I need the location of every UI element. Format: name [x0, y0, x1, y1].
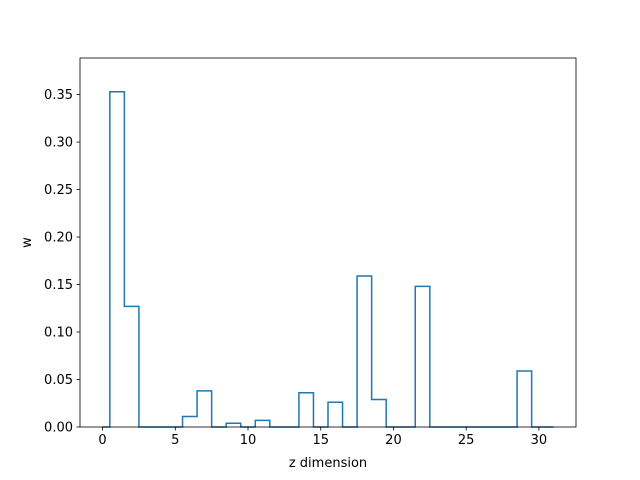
- y-tick-label: 0.25: [44, 183, 73, 198]
- x-axis-label: z dimension: [289, 456, 367, 471]
- x-tick-label: 30: [531, 433, 548, 448]
- y-tick-label: 0.00: [44, 421, 73, 436]
- x-tick-label: 0: [98, 433, 106, 448]
- y-tick-label: 0.05: [44, 373, 73, 388]
- y-tick-label: 0.20: [44, 231, 73, 246]
- y-tick-label: 0.10: [44, 326, 73, 341]
- x-tick-label: 5: [171, 433, 179, 448]
- x-axis: 0 5 10 15 20 25 30: [98, 427, 547, 448]
- x-tick-label: 15: [312, 433, 329, 448]
- y-tick-label: 0.30: [44, 136, 73, 151]
- y-axis: 0.00 0.05 0.10 0.15 0.20 0.25 0.30 0.35: [44, 88, 80, 436]
- x-tick-label: 10: [240, 433, 257, 448]
- y-tick-label: 0.35: [44, 88, 73, 103]
- x-tick-label: 25: [458, 433, 475, 448]
- x-tick-label: 20: [385, 433, 402, 448]
- y-tick-label: 0.15: [44, 278, 73, 293]
- axes-frame: [79, 57, 577, 428]
- y-axis-label: w: [20, 237, 35, 248]
